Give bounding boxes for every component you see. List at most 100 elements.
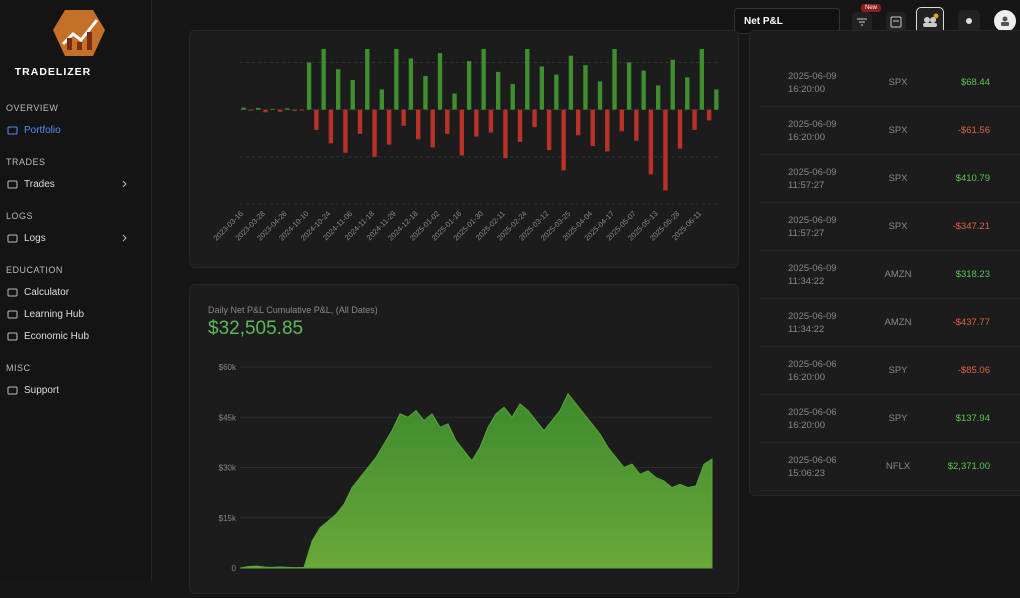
bar — [496, 71, 501, 110]
y-tick-label: 0 — [232, 564, 237, 573]
trade-time: 16:20:00 — [788, 372, 825, 383]
bar — [328, 109, 334, 144]
bar — [641, 70, 646, 110]
trade-time: 16:20:00 — [788, 132, 825, 143]
nav-item[interactable]: Support — [0, 379, 151, 401]
section-title: MISC — [6, 363, 31, 373]
nav-item[interactable]: Economic Hub — [0, 325, 151, 347]
bar — [241, 107, 246, 110]
icon-shape — [7, 310, 18, 318]
bar — [648, 109, 654, 175]
trade-row: 2025-06-09 16:20:00 SPX -$61.56 — [760, 107, 1020, 155]
trade-symbol: SPX — [888, 173, 908, 184]
trade-row: 2025-06-09 11:34:22 AMZN $318.23 — [760, 251, 1020, 299]
nav-item[interactable]: Logs — [0, 227, 151, 249]
trade-date: 2025-06-09 — [788, 71, 837, 82]
trade-pnl: -$437.77 — [952, 317, 990, 328]
bar — [365, 49, 370, 110]
bar — [517, 109, 523, 142]
section-title: OVERVIEW — [6, 103, 59, 113]
trade-date: 2025-06-09 — [788, 311, 837, 322]
trade-pnl: $68.44 — [960, 77, 990, 88]
trade-pnl: -$347.21 — [952, 221, 990, 232]
bar — [525, 49, 530, 110]
bar — [714, 89, 719, 110]
metric-select[interactable]: Net P&L — [734, 8, 840, 34]
icon-shape — [7, 288, 18, 296]
trade-time: 11:34:22 — [788, 276, 825, 287]
bar — [459, 109, 464, 156]
bar — [576, 109, 581, 136]
bar — [481, 49, 486, 110]
bar — [445, 109, 450, 134]
trade-time: 16:20:00 — [788, 420, 825, 431]
trade-symbol: AMZN — [884, 317, 912, 328]
bar — [357, 109, 363, 134]
bar — [423, 75, 428, 110]
section-title: TRADES — [6, 157, 46, 167]
bar — [263, 109, 268, 113]
trade-time: 15:06:23 — [788, 468, 825, 479]
trade-date: 2025-06-09 — [788, 119, 837, 130]
nav-icon — [7, 332, 18, 340]
bar — [299, 109, 304, 111]
trade-symbol: SPY — [888, 365, 908, 376]
nav-item[interactable]: Learning Hub — [0, 303, 151, 325]
bar — [692, 109, 697, 130]
icon-shape — [7, 386, 18, 394]
icon-shape — [7, 234, 18, 242]
bar — [532, 109, 537, 128]
bar — [597, 81, 603, 110]
cumulative-chart: 0 $15k $30k $45k $60k — [219, 363, 713, 573]
trade-pnl: -$85.06 — [957, 365, 990, 376]
bar — [285, 108, 290, 110]
bar — [401, 109, 406, 126]
bar — [256, 108, 261, 110]
bar — [670, 59, 675, 110]
trade-time: 11:34:22 — [788, 324, 825, 335]
y-tick-label: $15k — [219, 514, 237, 523]
bar — [488, 109, 494, 133]
nav-icon — [7, 310, 18, 318]
theme-button[interactable] — [958, 10, 980, 32]
bar — [386, 109, 392, 145]
logo: TRADELIZER — [15, 10, 105, 78]
trade-row: 2025-06-06 15:06:23 NFLX $2,371.00 — [760, 443, 1020, 491]
new-badge: New — [861, 4, 882, 12]
nav-icon — [7, 126, 18, 134]
trade-row: 2025-06-09 11:34:22 AMZN -$437.77 — [760, 299, 1020, 347]
nav-label: Economic Hub — [24, 330, 90, 342]
bar — [452, 93, 457, 110]
bar — [656, 85, 661, 110]
bar — [539, 66, 544, 110]
trade-time: 16:20:00 — [788, 84, 825, 95]
bar — [394, 49, 399, 110]
chevron — [122, 180, 127, 188]
nav-label: Learning Hub — [24, 308, 85, 320]
trade-row: 2025-06-06 16:20:00 SPY $137.94 — [760, 395, 1020, 443]
avatar[interactable] — [994, 10, 1016, 32]
bar — [474, 109, 479, 137]
cumulative-card: Daily Net P&L Cumulative P&L, (All Dates… — [189, 284, 739, 594]
nav-label: Support — [24, 384, 60, 396]
nav-item[interactable]: Calculator — [0, 281, 151, 303]
trade-symbol: NFLX — [885, 461, 911, 472]
bar — [343, 109, 348, 153]
filter-button[interactable] — [852, 12, 872, 32]
trade-date: 2025-06-06 — [788, 455, 837, 466]
bar — [503, 109, 508, 159]
trade-date: 2025-06-09 — [788, 167, 837, 178]
bar — [314, 109, 319, 130]
nav-item[interactable]: Portfolio — [0, 119, 151, 141]
trade-row: 2025-06-09 11:57:27 SPX -$347.21 — [760, 203, 1020, 251]
bar — [619, 109, 624, 132]
trade-time: 11:57:27 — [788, 228, 825, 239]
calendar-button[interactable] — [886, 12, 906, 32]
nav-icon — [7, 234, 18, 242]
trade-pnl: $137.94 — [955, 413, 990, 424]
bar — [554, 74, 559, 110]
trade-date: 2025-06-09 — [788, 263, 837, 274]
trade-date: 2025-06-06 — [788, 359, 837, 370]
nav-item[interactable]: Trades — [0, 173, 151, 195]
trade-symbol: SPX — [888, 125, 908, 136]
